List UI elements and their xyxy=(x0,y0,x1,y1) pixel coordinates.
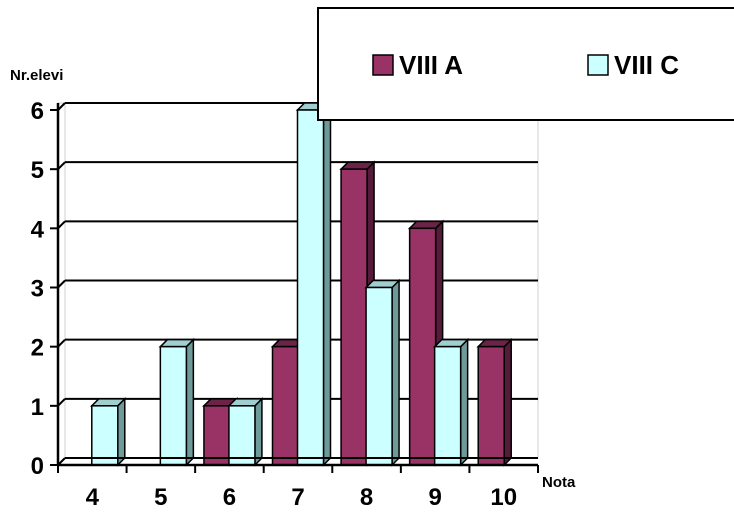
x-tick-label: 9 xyxy=(428,484,441,511)
bar-front xyxy=(228,405,256,466)
bar-front xyxy=(159,345,188,466)
x-tick-label: 10 xyxy=(490,484,517,511)
x-tick-label: 6 xyxy=(223,484,236,511)
bar-top xyxy=(89,398,127,407)
bar-viii-c xyxy=(295,101,333,467)
bar-top xyxy=(407,220,445,230)
tick-labels: 0 1 2 3 4 5 6 4 5 6 7 8 9 10 xyxy=(31,98,517,511)
x-tick-label: 8 xyxy=(360,484,373,511)
y-tick-label: 4 xyxy=(31,216,45,243)
bar-front xyxy=(91,405,119,466)
bar-front xyxy=(296,109,325,466)
legend-label-viii-a: VIII A xyxy=(399,50,463,80)
bar-front xyxy=(203,405,231,466)
bar-side xyxy=(117,397,126,467)
x-axis-label: Nota xyxy=(542,474,576,491)
x-tick-label: 5 xyxy=(154,484,167,511)
bar-top xyxy=(364,279,401,289)
bar-side xyxy=(503,337,512,467)
bars xyxy=(89,101,514,467)
bar-front xyxy=(433,345,462,466)
bar-top xyxy=(476,338,514,348)
legend-swatch-viii-c xyxy=(587,54,609,76)
y-tick-label: 6 xyxy=(31,98,44,125)
bar-top xyxy=(227,398,264,407)
y-tick-label: 0 xyxy=(31,453,44,480)
bar-front xyxy=(408,227,437,466)
bar-viii-c xyxy=(89,397,127,467)
y-tick-label: 3 xyxy=(31,276,44,303)
bar-side xyxy=(322,101,332,467)
x-tick-label: 7 xyxy=(291,484,304,511)
bar-side xyxy=(254,397,263,467)
bar-side xyxy=(459,337,469,467)
bar-front xyxy=(477,345,505,466)
x-tick-label: 4 xyxy=(86,484,100,511)
bar-viii-c xyxy=(227,397,264,467)
bar-top xyxy=(339,161,376,170)
legend-swatch-viii-a xyxy=(372,54,394,76)
bar-viii-c xyxy=(432,337,470,467)
bar-top xyxy=(158,338,196,348)
y-tick-label: 1 xyxy=(31,394,44,421)
y-axis-label: Nr.elevi xyxy=(10,67,63,84)
y-tick-label: 2 xyxy=(31,335,44,362)
bar-front xyxy=(365,286,393,466)
bar-front xyxy=(271,345,300,466)
bar-viii-c xyxy=(158,337,196,467)
bar-viii-a xyxy=(476,337,514,467)
y-tick-label: 5 xyxy=(31,157,44,184)
bar-top xyxy=(432,338,470,348)
axes xyxy=(50,103,539,473)
legend-label-viii-c: VIII C xyxy=(614,50,679,80)
legend: VIII A VIII C xyxy=(317,7,734,121)
bar-front xyxy=(340,168,368,466)
bar-viii-c xyxy=(364,278,401,467)
bar-side xyxy=(391,278,400,467)
bar-side xyxy=(185,337,195,467)
